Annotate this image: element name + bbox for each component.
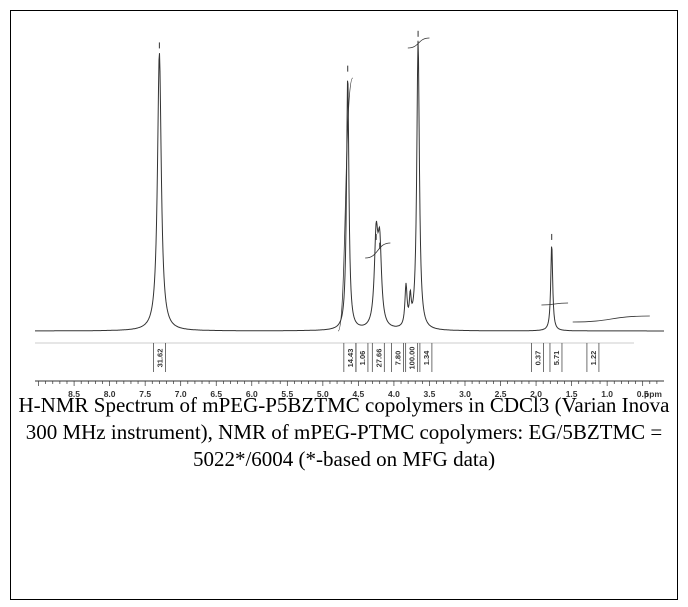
x-tick-label: 1.0 [601,389,613,399]
integral-curve [337,77,354,332]
integral-value-label: 1.34 [422,350,431,365]
nmr-spectrum-chart: 31.62 14.43 1.06 27.66 7.80 100.00 1.34 0.37 5.7… [35,30,664,399]
integral-value-label: 31.62 [155,349,164,368]
x-tick-label: 5.0 [317,389,329,399]
integral-value-label: 7.80 [393,351,402,366]
x-tick-label: 2.0 [530,389,542,399]
integral-curve [541,302,569,306]
x-tick-label: 1.5 [566,389,578,399]
spectrum-trace [35,40,664,332]
integral-value-label: 0.37 [533,351,542,366]
integral-value-label: 27.66 [374,349,383,368]
integral-curve [365,242,391,259]
integral-curve [572,315,650,323]
spectrum-plot-area: 31.62 14.43 1.06 27.66 7.80 100.00 1.34 0.37 5.7… [35,30,664,399]
x-axis-label: ppm [644,389,662,399]
x-tick-label: 3.5 [424,389,436,399]
integral-value-label: 100.00 [408,347,417,370]
x-tick-label: 0.5 [637,389,649,399]
x-tick-label: 7.0 [175,389,187,399]
x-tick-label: 2.5 [495,389,507,399]
x-tick-label: 3.0 [459,389,471,399]
figure-caption: H-NMR Spectrum of mPEG-P5BZTMC copolymer… [18,393,670,471]
integral-value-label: 1.22 [589,351,598,366]
x-tick-label: 8.0 [104,389,116,399]
integral-curve [407,37,430,49]
figure-frame [10,10,678,600]
integral-value-label: 14.43 [346,349,355,368]
x-tick-label: 4.5 [352,389,364,399]
x-tick-label: 6.0 [246,389,258,399]
x-tick-label: 8.5 [68,389,80,399]
x-tick-label: 6.5 [210,389,222,399]
x-tick-label: 4.0 [388,389,400,399]
integral-value-label: 1.06 [358,351,367,366]
x-tick-label: 7.5 [139,389,151,399]
x-tick-label: 5.5 [281,389,293,399]
integral-value-label: 5.71 [552,351,561,366]
